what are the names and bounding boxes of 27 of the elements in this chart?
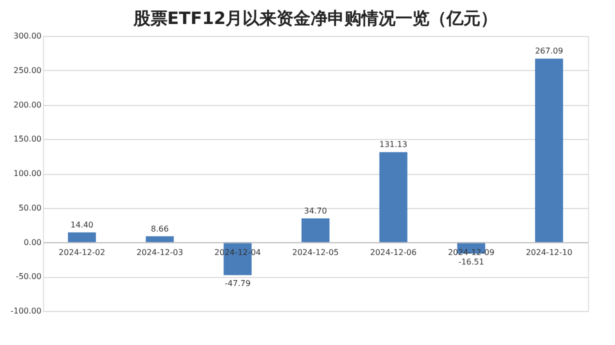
data-label: 267.09 [535, 46, 564, 56]
bar [535, 58, 564, 242]
y-tick-label: 200.00 [14, 100, 42, 110]
y-tick-label: -100.00 [10, 306, 42, 316]
y-tick-label: 150.00 [14, 134, 42, 144]
data-label: 131.13 [379, 140, 408, 150]
y-tick-label: 0.00 [24, 238, 42, 247]
y-tick-label: 100.00 [14, 169, 42, 178]
data-label: -47.79 [224, 279, 251, 288]
y-tick-label: 250.00 [14, 66, 42, 75]
y-tick-label: -50.00 [16, 272, 42, 282]
bar [146, 236, 174, 242]
data-label: -16.51 [458, 258, 484, 267]
bar [302, 218, 330, 242]
x-tick-label: 2024-12-02 [58, 248, 106, 257]
data-label: 34.70 [304, 206, 327, 216]
chart-title: 股票ETF12月以来资金净申购情况一览（亿元） [132, 9, 498, 29]
bar [68, 232, 96, 242]
x-tick-label: 2024-12-10 [526, 248, 572, 257]
x-tick-label: 2024-12-05 [292, 248, 339, 257]
x-tick-label: 2024-12-06 [370, 248, 417, 257]
y-tick-label: 300.00 [14, 32, 42, 40]
bar [379, 152, 408, 242]
data-label: 8.66 [150, 224, 169, 234]
x-tick-label: 2024-12-03 [136, 248, 184, 257]
y-tick-label: 50.00 [18, 203, 42, 212]
data-label: 14.40 [70, 220, 94, 230]
